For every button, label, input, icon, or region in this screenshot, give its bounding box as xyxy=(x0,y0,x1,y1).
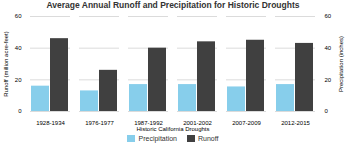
svg-text:2007-2009: 2007-2009 xyxy=(232,120,261,126)
svg-text:0: 0 xyxy=(325,108,329,114)
svg-text:60: 60 xyxy=(325,13,332,19)
svg-text:0: 0 xyxy=(18,108,22,114)
svg-text:20: 20 xyxy=(15,77,22,83)
svg-text:1928-1934: 1928-1934 xyxy=(36,120,65,126)
svg-text:40: 40 xyxy=(325,45,332,51)
html-text:Precipitation: Precipitation xyxy=(138,134,177,142)
svg-text:Historic California Droughts: Historic California Droughts xyxy=(136,126,209,132)
svg-text:1976-1977: 1976-1977 xyxy=(85,120,114,126)
svg-text:Precipitation (inches): Precipitation (inches) xyxy=(338,36,344,92)
html-text:Runoff: Runoff xyxy=(198,134,219,142)
html-text:Average Annual Runoff and Prec: Average Annual Runoff and Precipitation … xyxy=(46,0,300,10)
svg-text:40: 40 xyxy=(15,45,22,51)
svg-text:1987-1992: 1987-1992 xyxy=(134,119,163,126)
svg-text:20: 20 xyxy=(325,77,332,83)
svg-text:60: 60 xyxy=(15,13,22,19)
svg-text:2001-2002: 2001-2002 xyxy=(183,119,212,126)
svg-text:Runoff (million acre-feet): Runoff (million acre-feet) xyxy=(3,31,9,97)
svg-text:2012-2015: 2012-2015 xyxy=(281,120,310,126)
